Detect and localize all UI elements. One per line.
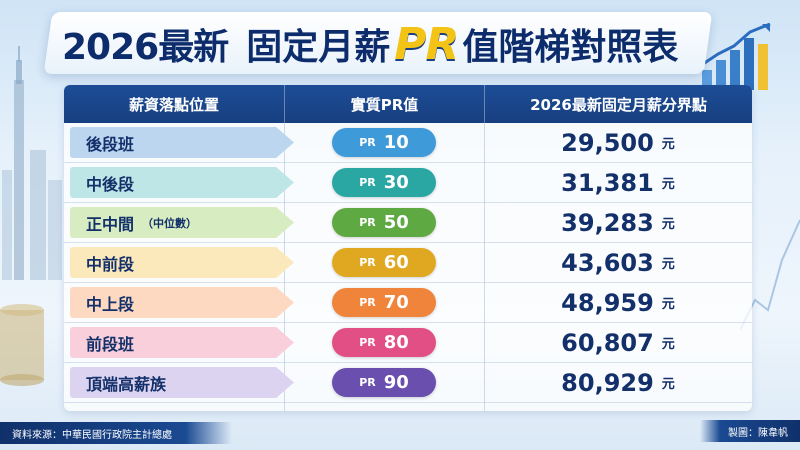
pr-pill: PR 60 [332, 248, 436, 277]
level-label: 中前段 [86, 254, 135, 274]
level-arrow [70, 127, 294, 158]
header-pr: 實質PR值 [284, 85, 484, 123]
title-ladder: 值階梯對照表 [462, 27, 679, 68]
source-note: 資料來源：中華民國行政院主計總處 [0, 422, 232, 444]
title-fixed-salary: 固定月薪 [246, 27, 391, 68]
coins-background [0, 304, 44, 386]
header-salary: 2026最新固定月薪分界點 [484, 85, 752, 123]
column-divider [484, 123, 485, 411]
table-header: 薪資落點位置 實質PR值 2026最新固定月薪分界點 [64, 85, 752, 123]
pr-pill: PR 70 [332, 288, 436, 317]
growth-bars-icon [699, 22, 771, 90]
level-arrow [70, 167, 294, 198]
table-row: 後段班 PR 10 29,500 元 [64, 123, 752, 163]
level-label: 頂端高薪族 [86, 374, 167, 394]
salary-cell: 29,500 元 [561, 128, 675, 157]
title-pr: PR [394, 18, 459, 70]
pr-pill: PR 80 [332, 328, 436, 357]
level-label: 中後段 [86, 174, 135, 194]
level-label: 中上段 [86, 294, 135, 314]
pr-pill: PR 50 [332, 208, 436, 237]
salary-cell: 60,807 元 [561, 328, 675, 357]
level-arrow [70, 327, 294, 358]
level-arrow [70, 247, 294, 278]
table-row: 頂端高薪族 PR 90 80,929 元 [64, 363, 752, 403]
city-skyline-background [2, 46, 62, 280]
table-row: 前段班 PR 80 60,807 元 [64, 323, 752, 363]
pr-pill: PR 10 [332, 128, 436, 157]
salary-cell: 31,381 元 [561, 168, 675, 197]
table-row: 中前段 PR 60 43,603 元 [64, 243, 752, 283]
table-row: 中上段 PR 70 48,959 元 [64, 283, 752, 323]
pr-salary-table: 薪資落點位置 實質PR值 2026最新固定月薪分界點 後段班 PR 10 29,5… [64, 85, 752, 411]
pr-pill: PR 90 [332, 368, 436, 397]
salary-cell: 43,603 元 [561, 248, 675, 277]
level-arrow [70, 287, 294, 318]
salary-cell: 80,929 元 [561, 368, 675, 397]
page-title: 2026最新 固定月薪 PR 值階梯對照表 [62, 16, 702, 72]
table-row: 中後段 PR 30 31,381 元 [64, 163, 752, 203]
level-label: 正中間 （中位數） [86, 214, 198, 234]
salary-cell: 39,283 元 [561, 208, 675, 237]
level-arrow [70, 367, 294, 398]
level-label: 前段班 [86, 334, 135, 354]
level-label: 後段班 [86, 134, 135, 154]
credit-note: 製圖：陳韋帆 [700, 420, 800, 442]
salary-cell: 48,959 元 [561, 288, 675, 317]
pr-pill: PR 30 [332, 168, 436, 197]
title-year: 2026最新 [62, 27, 229, 68]
level-arrow [70, 207, 294, 238]
table-row: 正中間 （中位數） PR 50 39,283 元 [64, 203, 752, 243]
header-position: 薪資落點位置 [128, 95, 219, 114]
